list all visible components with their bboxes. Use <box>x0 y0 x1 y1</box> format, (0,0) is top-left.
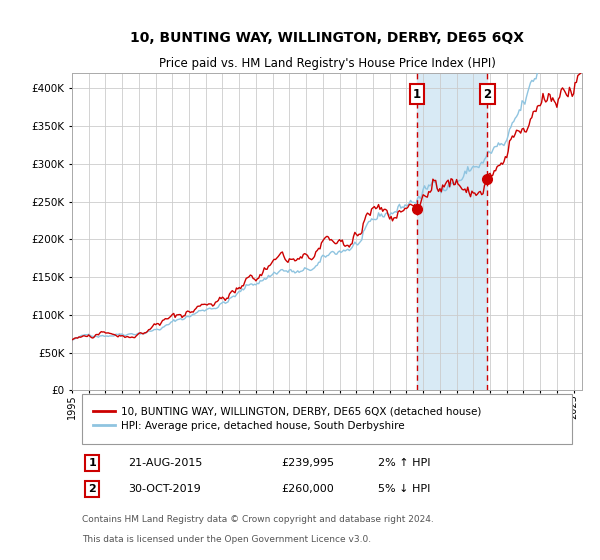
Bar <box>417 73 487 390</box>
Legend: 10, BUNTING WAY, WILLINGTON, DERBY, DE65 6QX (detached house), HPI: Average pric: 10, BUNTING WAY, WILLINGTON, DERBY, DE65… <box>92 406 481 431</box>
Text: 1: 1 <box>89 458 96 468</box>
Text: 1: 1 <box>413 87 421 101</box>
Text: 5% ↓ HPI: 5% ↓ HPI <box>378 484 430 494</box>
Text: 21-AUG-2015: 21-AUG-2015 <box>128 458 202 468</box>
FancyBboxPatch shape <box>82 394 572 444</box>
Text: Contains HM Land Registry data © Crown copyright and database right 2024.: Contains HM Land Registry data © Crown c… <box>82 515 434 524</box>
Text: £260,000: £260,000 <box>281 484 334 494</box>
Text: 2: 2 <box>89 484 96 494</box>
Text: 2% ↑ HPI: 2% ↑ HPI <box>378 458 431 468</box>
Text: Price paid vs. HM Land Registry's House Price Index (HPI): Price paid vs. HM Land Registry's House … <box>158 57 496 70</box>
Text: 30-OCT-2019: 30-OCT-2019 <box>128 484 201 494</box>
Text: £239,995: £239,995 <box>281 458 334 468</box>
Text: 2: 2 <box>483 87 491 101</box>
Text: 10, BUNTING WAY, WILLINGTON, DERBY, DE65 6QX: 10, BUNTING WAY, WILLINGTON, DERBY, DE65… <box>130 31 524 45</box>
Text: This data is licensed under the Open Government Licence v3.0.: This data is licensed under the Open Gov… <box>82 535 371 544</box>
